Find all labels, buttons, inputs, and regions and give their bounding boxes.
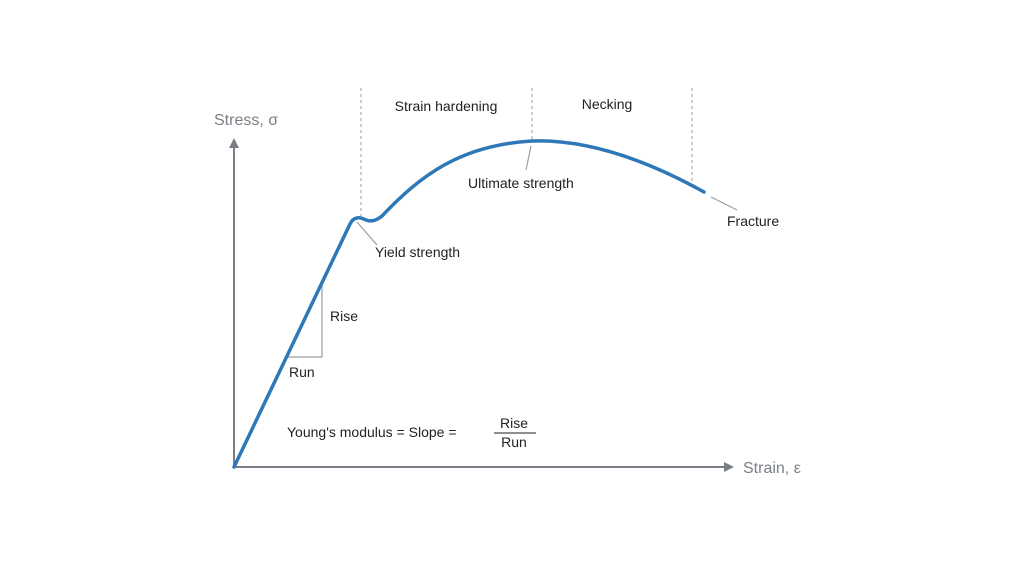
run-label: Run [289, 364, 315, 380]
yield-leader-line [356, 221, 378, 246]
x-axis-label: Strain, ε [743, 460, 801, 477]
rise-label: Rise [330, 308, 358, 324]
fracture-label: Fracture [727, 213, 779, 229]
stress-strain-curve [232, 139, 706, 469]
y-axis-label: Stress, σ [214, 112, 278, 129]
necking-label: Necking [582, 96, 633, 112]
formula-lhs: Young's modulus = Slope = [287, 424, 457, 440]
formula-denominator: Run [501, 434, 527, 450]
fracture-leader-line [710, 196, 738, 211]
yield-strength-label: Yield strength [375, 244, 460, 260]
ultimate-leader-line [525, 145, 532, 171]
strain-hardening-label: Strain hardening [395, 98, 498, 114]
formula-numerator: Rise [500, 415, 528, 431]
ultimate-strength-label: Ultimate strength [468, 175, 574, 191]
